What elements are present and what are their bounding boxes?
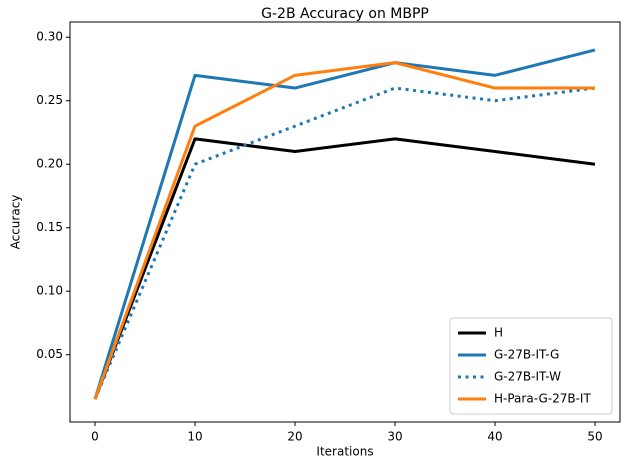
x-axis-label: Iterations [316,445,373,459]
x-tick-label: 0 [91,430,99,444]
y-tick-label: 0.15 [36,220,63,234]
y-tick-label: 0.25 [36,93,63,107]
y-tick-label: 0.30 [36,30,63,44]
y-tick-label: 0.10 [36,284,63,298]
line [93,61,595,400]
line [93,48,596,400]
x-tick-label: 30 [387,430,402,444]
y-axis-label: Accuracy [9,195,23,250]
legend: H G-27B-IT-G G-27B-IT-W H-Para-G-27B-IT [449,317,613,415]
y-tick-label: 0.05 [36,347,63,361]
x-tick-label: 40 [487,430,502,444]
y-tick-label: 0.20 [36,157,63,171]
plot-frame [69,21,621,423]
legend-box [449,317,613,415]
legend-label: G-27B-IT-G [494,348,559,362]
legend-label: H [494,326,503,340]
x-tick-label: 10 [187,430,202,444]
line [93,86,596,400]
x-tick-label: 50 [587,430,602,444]
line [93,137,596,400]
chart-title: G-2B Accuracy on MBPP [261,6,429,22]
legend-label: H-Para-G-27B-IT [494,392,591,406]
legend-label: G-27B-IT-W [494,370,561,384]
x-tick-label: 20 [287,430,302,444]
